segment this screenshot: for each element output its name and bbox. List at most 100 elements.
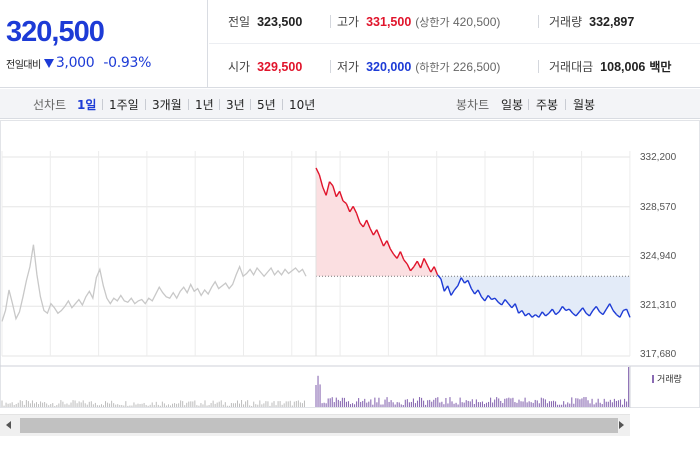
today-price-segment — [389, 248, 395, 255]
divider — [565, 99, 566, 110]
today-price-segment — [352, 206, 358, 214]
y-tick-label: 321,310 — [640, 300, 677, 311]
up-area-fill — [316, 167, 630, 277]
today-price-segment — [484, 295, 489, 302]
today-price-segment — [575, 311, 580, 317]
today-price-segment — [578, 307, 584, 313]
divider — [219, 99, 220, 110]
stat-low: 저가 320,000 (하한가 226,500) — [337, 58, 500, 75]
period-5y[interactable]: 5년 — [257, 98, 276, 112]
today-price-segment — [457, 277, 462, 287]
today-price-segment — [322, 186, 327, 196]
today-price-segment — [602, 308, 607, 315]
stat-value: 323,500 — [257, 15, 303, 29]
price-chart[interactable]: 332,200 328,570 324,940 321,310 317,680 … — [0, 120, 700, 408]
stat-label: 전일 — [228, 15, 251, 29]
today-price-segment — [332, 185, 337, 197]
change-label: 전일대비 — [6, 59, 41, 71]
today-price-segment — [524, 312, 530, 317]
y-tick-label: 332,200 — [640, 152, 677, 163]
period-3y[interactable]: 3년 — [226, 98, 245, 112]
today-price-segment — [369, 227, 375, 236]
today-price-segment — [416, 260, 422, 269]
scroll-right-icon[interactable] — [619, 421, 624, 429]
today-price-segment — [447, 285, 452, 296]
candle-monthly[interactable]: 월봉 — [573, 98, 596, 112]
today-price-segment — [555, 311, 560, 316]
stat-value: 329,500 — [257, 59, 303, 74]
today-price-segment — [355, 212, 361, 224]
stat-label: 고가 — [337, 15, 360, 29]
today-price-segment — [565, 308, 570, 312]
down-arrow-icon — [43, 58, 54, 68]
today-price-segment — [365, 219, 371, 229]
today-price-segment — [450, 289, 456, 296]
today-price-segment — [619, 310, 624, 318]
today-price-segment — [393, 253, 398, 259]
stats-row-2: 시가 329,500 저가 320,000 (하한가 226,500) 거래대금… — [209, 44, 700, 88]
stat-label: 저가 — [337, 59, 360, 74]
today-price-segment — [605, 303, 611, 310]
today-price-segment — [430, 266, 435, 273]
today-price-segment — [403, 259, 408, 265]
y-tick-label: 324,940 — [640, 251, 677, 262]
divider — [145, 99, 146, 110]
stat-open: 시가 329,500 — [228, 58, 302, 75]
candle-daily[interactable]: 일봉 — [501, 98, 524, 112]
chart-scrollbar[interactable] — [0, 414, 630, 436]
stat-volume: 거래량 332,897 — [549, 13, 634, 30]
today-price-segment — [342, 200, 347, 205]
period-1y[interactable]: 1년 — [195, 98, 214, 112]
change-percent: -0.93% — [103, 55, 152, 71]
volume-legend: 거래량 — [652, 372, 682, 385]
stat-value: 320,000 — [366, 59, 412, 74]
period-3m[interactable]: 3개월 — [152, 98, 182, 112]
today-price-segment — [372, 229, 378, 236]
stat-label: 거래대금 — [549, 59, 594, 74]
today-price-segment — [561, 305, 567, 311]
price-summary: 320,500 전일대비 3,000 -0.93% — [0, 0, 208, 88]
today-price-segment — [494, 297, 499, 303]
period-10y[interactable]: 10년 — [289, 98, 316, 112]
today-price-segment — [443, 285, 449, 292]
scroll-thumb[interactable] — [20, 418, 618, 433]
today-price-segment — [511, 303, 516, 309]
today-price-segment — [480, 296, 486, 302]
divider — [188, 99, 189, 110]
stat-unit: 백만 — [649, 59, 672, 74]
stats-row-1: 전일 323,500 고가 331,500 (상한가 420,500) 거래량 … — [209, 0, 700, 44]
scroll-left-icon[interactable] — [6, 421, 11, 429]
divider — [538, 59, 539, 73]
today-price-segment — [612, 310, 618, 316]
stat-limit: (하한가 226,500) — [415, 59, 501, 74]
period-1d[interactable]: 1일 — [77, 98, 97, 112]
candle-weekly[interactable]: 주봉 — [536, 98, 559, 112]
divider — [538, 15, 539, 28]
today-price-segment — [514, 303, 520, 314]
change-value: 3,000 — [55, 55, 95, 71]
today-price-segment — [609, 303, 614, 311]
volume-legend-label: 거래량 — [657, 375, 682, 385]
price-chart-svg — [0, 120, 700, 408]
today-price-segment — [460, 277, 466, 284]
today-price-segment — [622, 308, 627, 312]
today-price-segment — [325, 181, 331, 196]
today-price-segment — [616, 314, 621, 318]
down-area-fill — [316, 276, 630, 318]
today-price-segment — [521, 310, 526, 317]
today-price-segment — [345, 203, 351, 213]
today-price-segment — [507, 303, 513, 309]
divider — [330, 15, 331, 28]
today-price-segment — [477, 289, 483, 298]
today-price-segment — [440, 278, 445, 292]
today-price-segment — [531, 314, 536, 318]
today-price-segment — [535, 314, 540, 318]
y-tick-label: 317,680 — [640, 349, 677, 360]
today-price-segment — [399, 251, 405, 261]
period-1w[interactable]: 1주일 — [109, 98, 139, 112]
divider — [102, 99, 103, 110]
today-price-segment — [501, 299, 506, 306]
today-price-segment — [338, 191, 344, 202]
today-price-segment — [541, 311, 547, 317]
today-price-segment — [470, 288, 476, 295]
